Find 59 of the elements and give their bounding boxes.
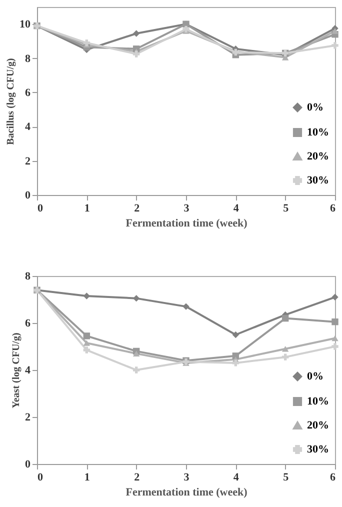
- point: [282, 354, 289, 360]
- y-tick-label: 10: [20, 18, 31, 31]
- y-tick-label: 0: [25, 190, 31, 202]
- point: [182, 26, 190, 33]
- point: [332, 28, 338, 34]
- point: [132, 294, 140, 302]
- point: [332, 343, 338, 350]
- y-tick-label: 4: [25, 121, 31, 134]
- y-tick-label: 2: [25, 155, 31, 168]
- point: [83, 292, 90, 300]
- legend-label: 10%: [307, 396, 329, 408]
- y-tick-label: 8: [25, 52, 31, 65]
- x-tick-label: 0: [38, 472, 44, 484]
- y-tick-label: 6: [25, 86, 31, 99]
- x-tick-label: 4: [233, 472, 240, 484]
- x-tick-label: 1: [84, 472, 90, 484]
- x-tick-label: 3: [184, 472, 190, 484]
- legend-label: 0%: [307, 102, 324, 114]
- point: [132, 366, 140, 374]
- point: [83, 332, 90, 340]
- x-tick-label: 3: [184, 202, 190, 214]
- legend-label: 30%: [307, 174, 329, 186]
- x-tick-label: 6: [330, 202, 336, 214]
- point: [182, 303, 190, 310]
- y-axis-title: Bacillus (log CFU/g): [6, 58, 16, 145]
- x-tick-label: 1: [84, 202, 90, 214]
- point: [332, 42, 338, 49]
- legend-label: 30%: [307, 444, 329, 456]
- point: [332, 318, 338, 326]
- x-tick-label: 4: [233, 202, 240, 214]
- point: [232, 331, 240, 338]
- point: [332, 335, 338, 342]
- y-tick-label: 8: [25, 270, 31, 282]
- point: [132, 50, 140, 58]
- point: [132, 30, 140, 37]
- y-tick-label: 0: [25, 458, 31, 470]
- point: [83, 340, 90, 346]
- x-axis-title: Fermentation time (week): [126, 486, 248, 498]
- point: [83, 346, 90, 354]
- x-tick-label: 0: [38, 202, 44, 214]
- y-axis-title: Yeast (log CFU/g): [11, 332, 22, 408]
- point: [282, 346, 289, 352]
- x-tick-label: 5: [283, 472, 290, 484]
- y-tick-label: 4: [25, 364, 31, 376]
- x-tick-label: 2: [134, 472, 140, 484]
- point: [132, 350, 140, 356]
- point: [232, 360, 240, 366]
- y-tick-label: 6: [25, 318, 31, 330]
- x-axis-title: Fermentation time (week): [126, 218, 248, 230]
- x-tick-label: 6: [330, 472, 336, 484]
- point: [332, 294, 338, 301]
- x-tick-label: 5: [283, 202, 290, 214]
- legend-label: 20%: [307, 420, 329, 432]
- legend-label: 0%: [307, 370, 324, 382]
- point: [282, 314, 289, 322]
- x-tick-label: 2: [134, 202, 140, 214]
- legend-label: 20%: [307, 150, 329, 162]
- legend-label: 10%: [307, 126, 329, 138]
- y-tick-label: 2: [25, 412, 31, 424]
